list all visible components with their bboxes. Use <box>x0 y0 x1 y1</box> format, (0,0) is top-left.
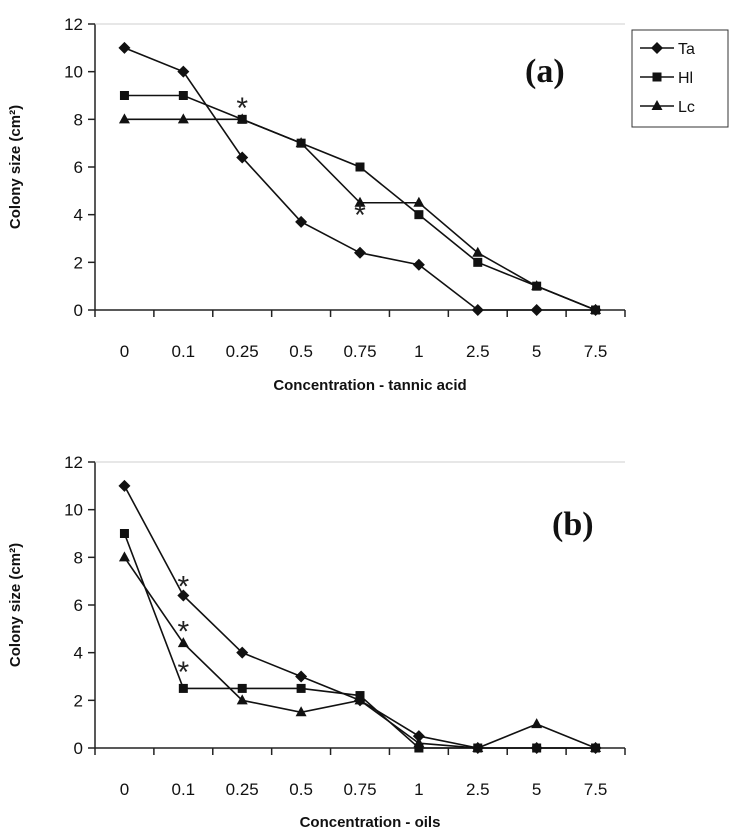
chart-b-x-tick-label: 7.5 <box>584 780 608 799</box>
chart-b-series-ta-point <box>118 479 131 492</box>
chart-a-y-tick-label: 10 <box>64 63 83 82</box>
chart-a-series-hl-point <box>178 91 188 100</box>
chart-a-series-hl-point <box>473 257 483 267</box>
chart-a-significance-asterisk: * <box>354 199 366 232</box>
chart-b-significance-asterisk: * <box>177 656 189 689</box>
chart-b-y-tick-label: 6 <box>74 596 83 615</box>
chart-b-panel-label: (b) <box>552 506 594 543</box>
chart-b-series-lc-point <box>295 706 307 717</box>
chart-b-significance-asterisk: * <box>177 570 189 603</box>
chart-b-series-hl-point <box>414 743 424 753</box>
chart-a-legend-marker-ta <box>651 42 663 54</box>
chart-a-y-axis-title: Colony size (cm²) <box>7 105 24 229</box>
chart-b-series-lc-point <box>413 737 425 748</box>
chart-b-y-axis-title: Colony size (cm²) <box>7 543 24 667</box>
chart-b-significance-asterisk: * <box>177 616 189 649</box>
chart-a-panel-label: (a) <box>525 53 565 90</box>
chart-b-x-tick-label: 0.75 <box>343 780 376 799</box>
chart-b-x-tick-label: 5 <box>532 780 541 799</box>
chart-a-y-tick-label: 0 <box>74 301 83 320</box>
chart-b-x-tick-label: 1 <box>414 780 423 799</box>
chart-b-series-ta-point <box>295 670 308 683</box>
chart-a-x-tick-label: 0.5 <box>289 342 313 361</box>
chart-a-series-ta-point <box>118 41 131 54</box>
chart-b-series-lc-point <box>177 637 189 648</box>
chart-a-series-lc-point <box>177 113 189 124</box>
chart-a-series-ta-point <box>530 304 543 316</box>
chart-b-series-lc-point <box>590 742 602 752</box>
chart-b-x-tick-label: 0 <box>120 780 129 799</box>
chart-b-series-hl-point <box>296 683 306 693</box>
chart-a-series-lc-point <box>531 280 543 291</box>
chart-b-series-ta-point <box>177 589 190 602</box>
chart-a-series-lc-point <box>354 196 366 207</box>
chart-a-series-ta-point <box>354 246 366 259</box>
chart-b-series-ta-point <box>412 730 425 743</box>
chart-a-legend-label-ta: Ta <box>678 41 695 58</box>
chart-b-series-lc-point <box>472 742 484 752</box>
chart-b-y-tick-label: 2 <box>74 691 83 710</box>
chart-b-x-tick-label: 2.5 <box>466 780 490 799</box>
chart-a-legend-marker-lc <box>651 100 663 110</box>
chart-a-series-lc-point <box>472 246 484 257</box>
chart-a-x-tick-label: 2.5 <box>466 342 490 361</box>
chart-a-x-tick-label: 0.1 <box>172 342 196 361</box>
chart-a-series-ta-point <box>412 258 425 271</box>
chart-a-x-tick-label: 1 <box>414 342 423 361</box>
chart-b-series-lc-point <box>354 694 366 705</box>
chart-b-y-tick-label: 4 <box>74 644 83 663</box>
chart-a-series-ta-point <box>471 304 484 316</box>
chart-a-y-tick-label: 2 <box>74 253 83 272</box>
chart-a-series-ta-point <box>295 215 308 228</box>
chart-a-x-tick-label: 7.5 <box>584 342 608 361</box>
chart-a-series-hl-point <box>355 162 365 172</box>
chart-a-x-tick-label: 0.75 <box>343 342 376 361</box>
chart-a-series-hl-point <box>119 91 129 100</box>
chart-a-series-ta-point <box>236 151 249 164</box>
chart-b-series-lc-point <box>531 718 543 729</box>
chart-b-series-hl-point <box>237 683 247 693</box>
chart-a-series-lc-point <box>118 113 130 124</box>
chart-b-x-axis-title: Concentration - oils <box>300 814 441 831</box>
chart-b-y-tick-label: 12 <box>64 453 83 472</box>
chart-b-series-hl-point <box>532 743 542 753</box>
chart-a-legend-box <box>631 29 729 128</box>
chart-a-series-lc-point <box>295 137 307 148</box>
chart-b-series-ta-point <box>236 646 249 659</box>
chart-a-legend-marker-hl <box>652 72 662 82</box>
chart-a-y-tick-label: 6 <box>74 158 83 177</box>
chart-b-series-lc-point <box>236 694 248 705</box>
chart-b-y-tick-label: 8 <box>74 548 83 567</box>
chart-a-series-ta-point <box>177 65 190 78</box>
chart-a-legend-label-lc: Lc <box>678 99 695 116</box>
chart-b-series-lc-point <box>118 551 130 562</box>
chart-b-x-tick-label: 0.25 <box>226 780 259 799</box>
chart-a-y-tick-label: 12 <box>64 15 83 34</box>
chart-a-series-lc-point <box>413 196 425 207</box>
chart-b-series-hl-point <box>119 529 129 538</box>
chart-a-significance-asterisk: * <box>236 92 248 125</box>
chart-b-y-tick-label: 0 <box>74 739 83 758</box>
chart-a-x-tick-label: 5 <box>532 342 541 361</box>
chart-b-series-hl-point <box>178 683 188 693</box>
chart-b-y-tick-label: 10 <box>64 501 83 520</box>
chart-a-y-tick-label: 8 <box>74 110 83 129</box>
chart-a-series-hl-point <box>414 210 424 220</box>
chart-a-x-axis-title: Concentration - tannic acid <box>273 377 466 394</box>
chart-a-y-tick-label: 4 <box>74 206 83 225</box>
chart-b-x-tick-label: 0.1 <box>172 780 196 799</box>
chart-a-series-lc-point <box>236 113 248 124</box>
chart-a-x-tick-label: 0 <box>120 342 129 361</box>
chart-a-series-lc-point <box>590 304 602 314</box>
chart-a-x-tick-label: 0.25 <box>226 342 259 361</box>
chart-b-x-tick-label: 0.5 <box>289 780 313 799</box>
chart-a-legend-label-hl: Hl <box>678 70 693 87</box>
